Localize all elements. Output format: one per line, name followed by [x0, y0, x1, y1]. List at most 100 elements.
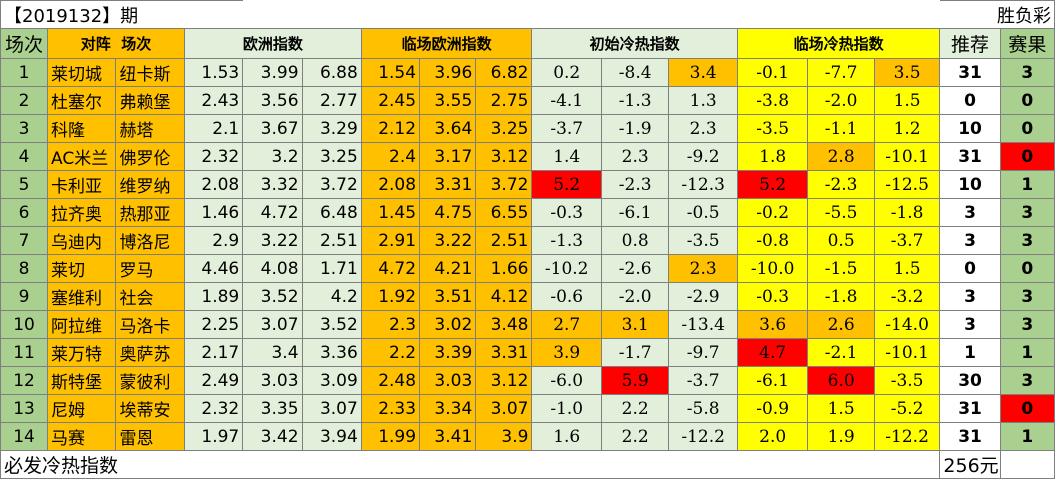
- live-eu-odds-cell: 2.45: [360, 86, 421, 115]
- eu-odds-cell: 1.89: [183, 282, 244, 311]
- live-hot-cold-cell: 1.2: [873, 114, 941, 143]
- live-eu-odds-cell: 2.2: [360, 338, 421, 367]
- home-team: 科隆: [47, 114, 117, 143]
- live-hot-cold-cell: -14.0: [873, 310, 941, 339]
- eu-odds-cell: 2.49: [183, 366, 244, 395]
- table-row: 12 斯特堡 蒙彼利 2.49 3.03 3.09 2.48 3.03 3.12 -6.0 5.9-…: [0, 366, 1056, 395]
- init-hot-cold-cell: 1.6: [531, 422, 602, 451]
- eu-odds-cell: 2.08: [183, 170, 244, 199]
- live-hot-cold-cell: -3.2: [873, 282, 941, 311]
- eu-odds-cell: 3.07: [301, 394, 362, 423]
- eu-odds-cell: 1.71: [301, 254, 362, 283]
- table-row: 8 莱切 罗马 4.46 4.08 1.71 4.72 4.21 1.66 -10.2 -2.6 2.…: [0, 254, 1056, 283]
- table-row: 7 乌迪内 博洛尼 2.9 3.22 2.51 2.91 3.22 2.51 -1.3 0.8 -3.…: [0, 226, 1056, 255]
- live-eu-odds-cell: 3.9: [475, 422, 533, 451]
- recommend-cell: 31: [939, 422, 1001, 451]
- away-team: 弗赖堡: [115, 86, 185, 115]
- init-hot-cold-cell: -2.0: [600, 282, 670, 311]
- home-team: 拉齐奥: [47, 198, 117, 227]
- eu-odds-cell: 3.29: [301, 114, 362, 143]
- match-number: 12: [0, 366, 49, 395]
- home-team: 塞维利: [47, 282, 117, 311]
- eu-odds-cell: 3.09: [301, 366, 362, 395]
- init-hot-cold-cell: 0.8: [600, 226, 670, 255]
- live-hot-cold-cell: -10.1: [873, 142, 941, 171]
- init-hot-cold-cell: -13.4: [668, 310, 738, 339]
- eu-odds-cell: 3.42: [242, 422, 303, 451]
- init-hot-cold-cell: 5.2: [531, 170, 602, 199]
- live-eu-odds-cell: 2.08: [360, 170, 421, 199]
- live-hot-cold-cell: 2.0: [736, 422, 809, 451]
- away-team: 罗马: [115, 254, 185, 283]
- result-cell: 0: [999, 114, 1056, 143]
- init-hot-cold-cell: -2.9: [668, 282, 738, 311]
- away-team: 埃蒂安: [115, 394, 185, 423]
- live-eu-odds-cell: 3.31: [419, 170, 477, 199]
- live-hot-cold-cell: -3.5: [873, 366, 941, 395]
- live-eu-odds-cell: 2.3: [360, 310, 421, 339]
- live-hot-cold-cell: -10.0: [736, 254, 809, 283]
- init-hot-cold-cell: 2.7: [531, 310, 602, 339]
- init-hot-cold-cell: -8.4: [600, 58, 670, 87]
- live-hot-cold-cell: -10.1: [873, 338, 941, 367]
- live-eu-odds-cell: 3.03: [419, 366, 477, 395]
- eu-odds-cell: 6.88: [301, 58, 362, 87]
- eu-odds-cell: 3.56: [242, 86, 303, 115]
- init-hot-cold-cell: 2.3: [600, 142, 670, 171]
- away-team: 社会: [115, 282, 185, 311]
- issue-title: 【2019132】期: [0, 0, 243, 29]
- table-row: 13 尼姆 埃蒂安 2.32 3.35 3.07 2.33 3.34 3.07 -1.0 2.2 -5…: [0, 394, 1056, 423]
- eu-odds-cell: 4.46: [183, 254, 244, 283]
- live-hot-cold-cell: -0.3: [736, 282, 809, 311]
- live-eu-odds-cell: 1.45: [360, 198, 421, 227]
- live-eu-odds-cell: 3.12: [475, 142, 533, 171]
- live-hot-cold-cell: -3.8: [736, 86, 809, 115]
- table-row: 9 塞维利 社会 1.89 3.52 4.2 1.92 3.51 4.12 -0.6 -2.0 -2.…: [0, 282, 1056, 311]
- live-hot-cold-cell: -3.7: [873, 226, 941, 255]
- live-hot-cold-cell: -5.5: [807, 198, 875, 227]
- header-result: 赛果: [999, 28, 1056, 59]
- eu-odds-cell: 3.52: [301, 310, 362, 339]
- recommend-cell: 31: [939, 58, 1001, 87]
- away-team: 佛罗伦: [115, 142, 185, 171]
- live-hot-cold-cell: -12.5: [873, 170, 941, 199]
- header-match: 对阵 场次: [47, 28, 185, 59]
- live-hot-cold-cell: -2.1: [807, 338, 875, 367]
- away-team: 马洛卡: [115, 310, 185, 339]
- table-row: 11 莱万特 奥萨苏 2.17 3.4 3.36 2.2 3.39 3.31 3.9 -1.7 -9.…: [0, 338, 1056, 367]
- live-eu-odds-cell: 1.92: [360, 282, 421, 311]
- live-hot-cold-cell: -2.0: [807, 86, 875, 115]
- live-hot-cold-cell: -0.8: [736, 226, 809, 255]
- recommend-cell: 3: [939, 282, 1001, 311]
- init-hot-cold-cell: -4.1: [531, 86, 602, 115]
- live-eu-odds-cell: 3.31: [475, 338, 533, 367]
- init-hot-cold-cell: -1.3: [600, 86, 670, 115]
- init-hot-cold-cell: -6.0: [531, 366, 602, 395]
- live-hot-cold-cell: -1.1: [807, 114, 875, 143]
- footer-label: 必发冷热指数: [0, 450, 941, 479]
- init-hot-cold-cell: -1.9: [600, 114, 670, 143]
- live-hot-cold-cell: -6.1: [736, 366, 809, 395]
- init-hot-cold-cell: 3.9: [531, 338, 602, 367]
- live-eu-odds-cell: 3.48: [475, 310, 533, 339]
- live-eu-odds-cell: 2.48: [360, 366, 421, 395]
- home-team: 莱切城: [47, 58, 117, 87]
- header-live-hot-cold: 临场冷热指数: [736, 28, 941, 59]
- live-eu-odds-cell: 2.33: [360, 394, 421, 423]
- init-hot-cold-cell: -5.8: [668, 394, 738, 423]
- live-hot-cold-cell: 5.2: [736, 170, 809, 199]
- eu-odds-cell: 1.97: [183, 422, 244, 451]
- live-eu-odds-cell: 6.55: [475, 198, 533, 227]
- match-number: 11: [0, 338, 49, 367]
- header-init-hot-cold: 初始冷热指数: [531, 28, 738, 59]
- init-hot-cold-cell: -2.6: [600, 254, 670, 283]
- header-eu-odds: 欧洲指数: [183, 28, 362, 59]
- live-hot-cold-cell: 1.5: [807, 394, 875, 423]
- live-eu-odds-cell: 4.12: [475, 282, 533, 311]
- footer-cost: 256元: [939, 450, 1001, 479]
- result-cell: 0: [999, 254, 1056, 283]
- live-eu-odds-cell: 3.07: [475, 394, 533, 423]
- home-team: AC米兰: [47, 142, 117, 171]
- match-number: 13: [0, 394, 49, 423]
- result-cell: 0: [999, 142, 1056, 171]
